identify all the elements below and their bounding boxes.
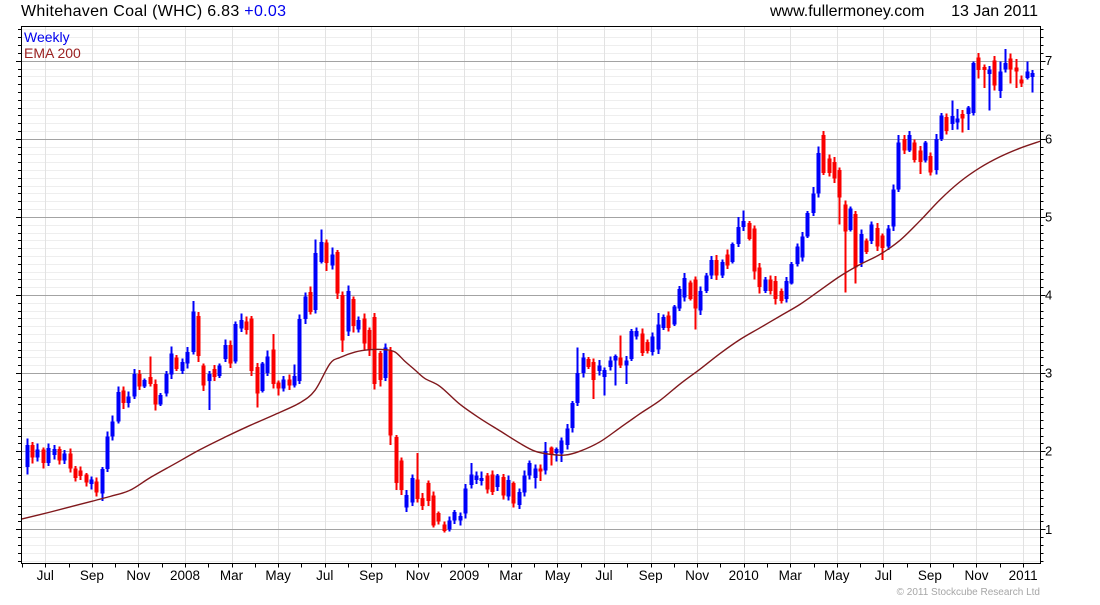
svg-text:Nov: Nov (406, 568, 430, 583)
svg-text:Weekly: Weekly (24, 29, 70, 45)
svg-text:Sep: Sep (639, 568, 663, 583)
svg-text:2: 2 (1045, 444, 1052, 459)
svg-text:May: May (265, 568, 291, 583)
svg-text:Nov: Nov (685, 568, 709, 583)
svg-text:Sep: Sep (80, 568, 104, 583)
svg-text:2008: 2008 (170, 568, 200, 583)
svg-text:2009: 2009 (449, 568, 479, 583)
svg-text:Mar: Mar (779, 568, 803, 583)
svg-text:5: 5 (1045, 209, 1052, 224)
svg-text:2011: 2011 (1009, 568, 1038, 583)
svg-text:Nov: Nov (964, 568, 988, 583)
svg-text:Jul: Jul (316, 568, 333, 583)
svg-text:Jul: Jul (37, 568, 54, 583)
svg-text:2010: 2010 (729, 568, 759, 583)
svg-text:Sep: Sep (359, 568, 383, 583)
svg-text:© 2011 Stockcube Research Ltd: © 2011 Stockcube Research Ltd (897, 587, 1040, 598)
svg-text:Sep: Sep (918, 568, 942, 583)
svg-text:7: 7 (1045, 53, 1052, 68)
svg-text:13 Jan 2011: 13 Jan 2011 (951, 3, 1038, 20)
svg-text:Mar: Mar (499, 568, 523, 583)
svg-text:Jul: Jul (595, 568, 612, 583)
svg-text:4: 4 (1045, 288, 1052, 303)
svg-text:Mar: Mar (220, 568, 244, 583)
svg-text:www.fullermoney.com: www.fullermoney.com (769, 3, 924, 20)
svg-text:EMA 200: EMA 200 (24, 45, 81, 61)
svg-text:May: May (545, 568, 571, 583)
svg-text:May: May (824, 568, 850, 583)
svg-text:1: 1 (1045, 522, 1052, 537)
svg-text:Nov: Nov (126, 568, 150, 583)
svg-text:3: 3 (1045, 366, 1052, 381)
svg-text:Whitehaven Coal (WHC) 6.83 +0.: Whitehaven Coal (WHC) 6.83 +0.03 (21, 3, 286, 20)
svg-text:6: 6 (1045, 131, 1052, 146)
svg-text:Jul: Jul (875, 568, 892, 583)
